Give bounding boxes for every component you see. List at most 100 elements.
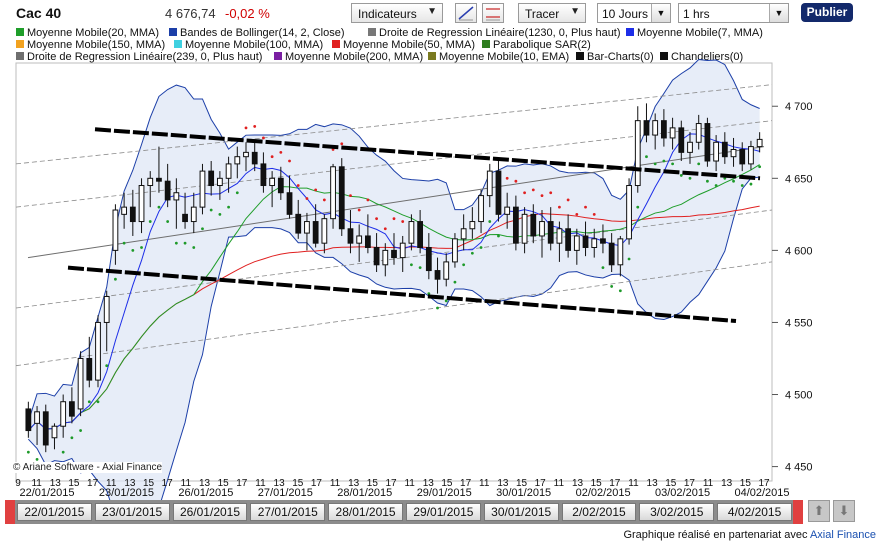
candle-body	[582, 235, 589, 248]
date-navigator-day-button[interactable]: 26/01/2015	[172, 503, 248, 521]
zoom-out-button[interactable]: ⬇	[833, 500, 855, 522]
sar-point	[566, 198, 570, 202]
sar-point	[453, 280, 457, 284]
publish-button[interactable]: Publier	[801, 3, 853, 22]
date-navigator-day-button[interactable]: 2/02/2015	[561, 503, 637, 521]
legend-swatch	[274, 52, 282, 60]
period-select-value: 10 Jours	[602, 7, 649, 21]
x-hour-label: 17	[535, 478, 547, 489]
x-hour-label: 13	[199, 478, 211, 489]
legend-item: Parabolique SAR(2)	[482, 39, 591, 52]
date-navigator-day-button[interactable]: 3/02/2015	[639, 503, 715, 521]
legend-swatch	[368, 28, 376, 36]
candle-body	[565, 228, 572, 251]
indicators-dropdown[interactable]: Indicateurs ▼	[351, 3, 443, 23]
date-navigator-day-button[interactable]: 30/01/2015	[483, 503, 559, 521]
sar-point	[627, 257, 631, 261]
sar-point	[749, 182, 753, 186]
sar-point	[444, 299, 448, 303]
date-navigator-day-button[interactable]: 28/01/2015	[328, 503, 403, 521]
sar-point	[244, 126, 248, 130]
candle-body	[660, 120, 667, 139]
legend-item: Chandeliers(0)	[660, 51, 743, 64]
zoom-in-button[interactable]: ⬆	[808, 500, 830, 522]
sar-point	[653, 162, 657, 166]
sar-point	[410, 263, 413, 267]
candle-body	[713, 141, 720, 162]
sar-point	[340, 142, 344, 146]
candle-body	[617, 238, 624, 266]
legend-label: Droite de Regression Linéaire(1230, 0, P…	[379, 27, 621, 39]
candle-body	[77, 357, 84, 410]
date-navigator-day-button[interactable]: 23/01/2015	[94, 503, 170, 521]
sar-point	[166, 220, 170, 223]
copyright-notice: © Ariane Software - Axial Finance	[13, 462, 163, 473]
date-navigator-day-button[interactable]: 22/01/2015	[17, 503, 92, 521]
candle-body	[243, 151, 249, 158]
legend-swatch	[16, 28, 24, 36]
date-navigator-day-button[interactable]: 27/01/2015	[250, 503, 326, 521]
legend-label: Parabolique SAR(2)	[493, 39, 591, 51]
lower-channel-line	[67, 265, 737, 324]
candle-body	[643, 120, 650, 136]
x-hour-label: 15	[665, 478, 677, 489]
candle-body	[321, 218, 328, 244]
candle-body	[512, 206, 519, 244]
legend-label: Moyenne Mobile(50, MMA)	[343, 39, 476, 51]
candle-body	[669, 127, 676, 139]
legend-item: Moyenne Mobile(10, EMA)	[428, 51, 569, 64]
x-hour-label: 13	[124, 478, 136, 489]
x-hour-label: 13	[50, 478, 62, 489]
footer-brand-link[interactable]: Axial Finance	[809, 529, 876, 541]
candle-body	[721, 141, 728, 158]
sar-point	[462, 263, 466, 267]
x-hour-label: 17	[236, 478, 248, 489]
sar-point	[427, 292, 431, 296]
x-hour-label: 11	[106, 478, 117, 489]
x-hour-label: 13	[423, 478, 435, 489]
scroll-right-handle[interactable]	[793, 500, 803, 524]
candle-body	[547, 221, 554, 244]
channel-lines	[67, 127, 761, 324]
date-navigator-day-button[interactable]: 4/02/2015	[717, 503, 792, 521]
candle-body	[277, 177, 284, 194]
sar-point	[314, 188, 318, 192]
candle-body	[95, 321, 101, 381]
bollinger-lower-line	[27, 176, 760, 500]
legend-label: Chandeliers(0)	[671, 51, 744, 63]
x-axis: 9 11 13 15 17 11 13 15 17 11 13 15 17 11 13 15 17 11 13 15 1…	[15, 478, 789, 499]
tracer-dropdown[interactable]: Tracer ▼	[518, 3, 586, 23]
x-day-label: 03/02/2015	[655, 487, 710, 499]
candle-body	[678, 127, 685, 153]
scroll-left-handle[interactable]	[5, 500, 15, 524]
x-hour-label: 17	[162, 478, 174, 489]
sar-point	[436, 306, 439, 310]
legend-item: Bar-Charts(0)	[576, 51, 654, 64]
period-select[interactable]: 10 Jours ▼	[597, 3, 671, 23]
sar-point	[610, 285, 614, 288]
candle-body	[25, 408, 32, 432]
sar-point	[697, 162, 701, 166]
x-hour-label: 15	[367, 478, 379, 489]
date-navigator-day-button[interactable]: 29/01/2015	[406, 503, 481, 521]
legend-item: Droite de Regression Linéaire(239, 0, Pl…	[16, 51, 262, 64]
candle-body	[330, 166, 336, 220]
legend-swatch	[332, 40, 340, 48]
price-chart[interactable]: 4 700 4 650 4 600 4 550 4 500 4 450 9 11 13 15 17…	[0, 0, 886, 500]
candle-body	[443, 261, 450, 280]
legend-label: Moyenne Mobile(200, MMA)	[285, 51, 424, 63]
sar-point	[514, 179, 518, 183]
sar-point	[375, 217, 378, 221]
x-hour-label: 17	[684, 478, 696, 489]
x-hour-label: 17	[609, 478, 621, 489]
legend-item: Moyenne Mobile(150, MMA)	[16, 39, 165, 52]
x-hour-label: 13	[721, 478, 733, 489]
horizontal-line-tool-button[interactable]	[482, 3, 504, 23]
date-navigator[interactable]: 22/01/2015 23/01/2015 26/01/2015 27/01/2015…	[5, 500, 803, 524]
interval-select[interactable]: 1 hrs ▼	[678, 3, 789, 23]
trendline-icon	[458, 6, 474, 21]
x-hour-label: 11	[255, 478, 266, 489]
trendline-tool-button[interactable]	[455, 3, 477, 23]
sar-point	[497, 234, 500, 238]
legend-swatch	[428, 52, 436, 60]
